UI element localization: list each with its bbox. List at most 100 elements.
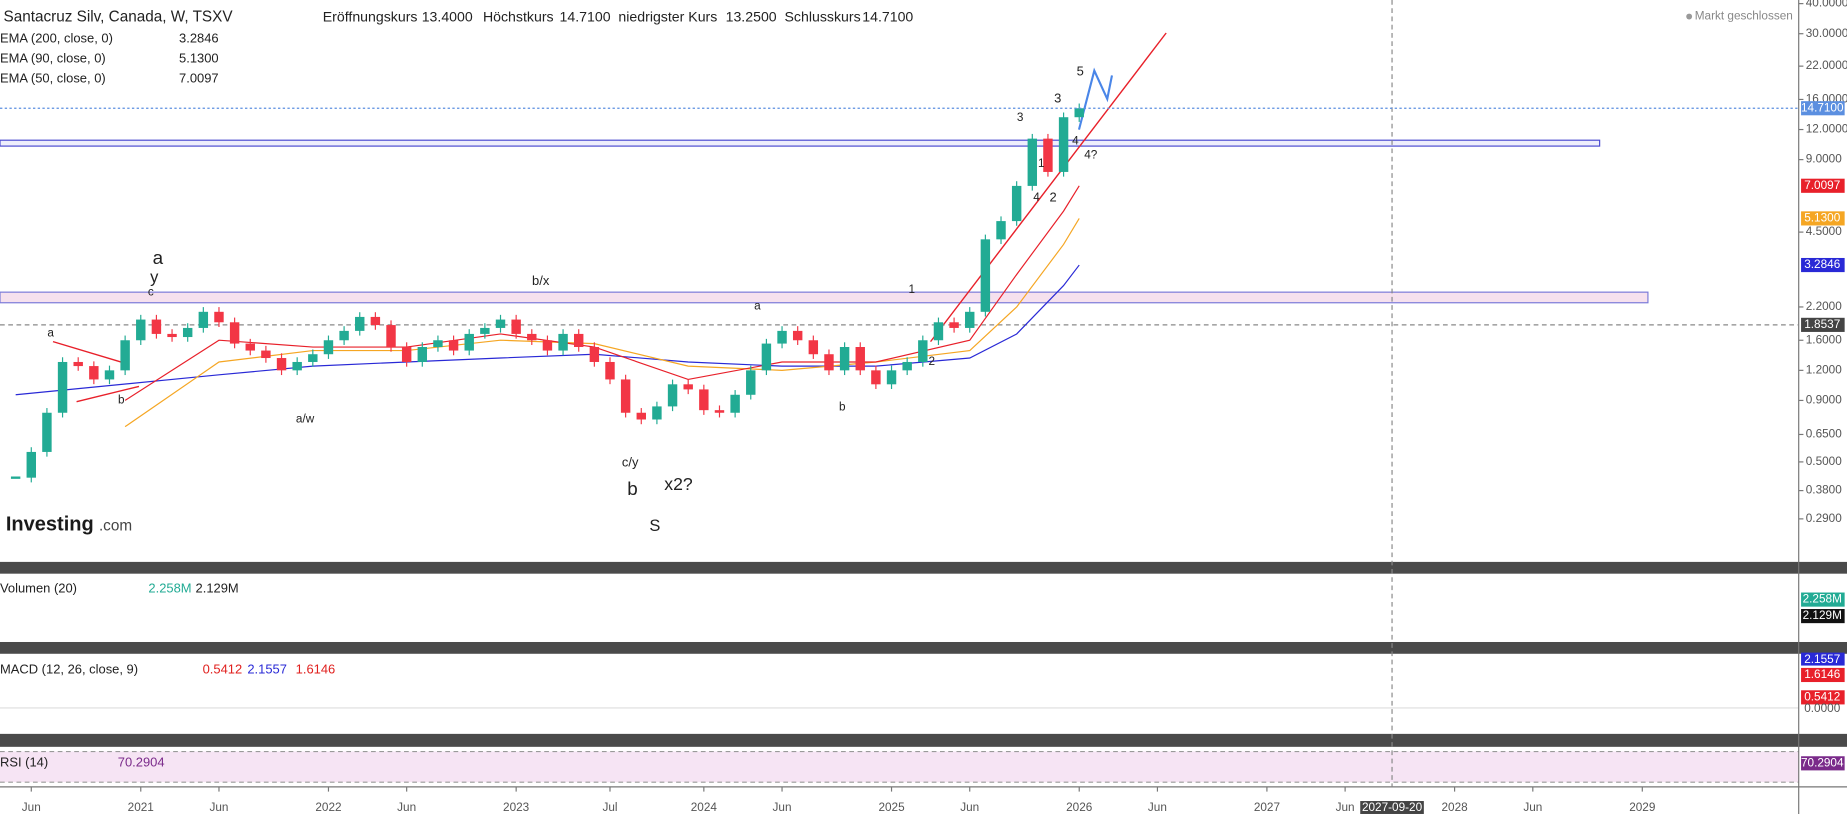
candle — [261, 350, 271, 359]
candle — [933, 322, 944, 341]
wave-label: 3 — [1017, 111, 1024, 124]
volume-value: 2.258M — [148, 580, 191, 595]
y-tick-label: 0.5000 — [1806, 455, 1842, 468]
label-box — [1801, 690, 1845, 705]
label-box — [1801, 211, 1845, 226]
label-box — [1801, 317, 1845, 332]
candle — [292, 361, 302, 371]
high-value: 14.7100 — [560, 8, 611, 24]
volume-title: Volumen (20) — [0, 580, 77, 595]
candle — [495, 319, 506, 328]
x-tick-label: 2025 — [878, 801, 905, 814]
macd-axis-tick: 0.0000 — [1804, 702, 1840, 715]
x-tick-label: 2028 — [1442, 801, 1469, 814]
candle — [777, 330, 787, 344]
volume-axis-label: 2.258M — [1803, 593, 1842, 606]
candle — [824, 354, 834, 371]
wave-label: b — [839, 401, 846, 414]
label-box — [1360, 801, 1424, 814]
candle — [527, 333, 537, 341]
candle — [26, 451, 36, 478]
wave-label: 4 — [1072, 134, 1079, 147]
close-value: 14.7100 — [862, 8, 913, 24]
y-tick-label: 12.0000 — [1806, 123, 1847, 136]
candle — [1058, 117, 1069, 172]
watermark: Investing — [6, 514, 94, 536]
candle — [417, 347, 428, 362]
indicator-value: 3.2846 — [179, 30, 219, 45]
candle — [136, 319, 146, 341]
x-tick-label: 2027 — [1254, 801, 1280, 814]
candle — [902, 361, 912, 371]
x-tick-label: Jul — [602, 801, 617, 814]
label-box — [1801, 652, 1845, 666]
crosshair-price-label: 1.8537 — [1804, 318, 1840, 331]
candle — [339, 330, 349, 341]
candle — [89, 366, 99, 380]
wave-label: a — [153, 247, 164, 268]
wave-label: 1 — [1038, 157, 1045, 170]
candle — [42, 412, 52, 452]
macd-axis-label: 2.1557 — [1804, 653, 1840, 666]
low-label: niedrigster Kurs — [618, 8, 717, 24]
wave-label: b — [627, 478, 637, 499]
candle — [355, 316, 365, 331]
rsi-title: RSI (14) — [0, 755, 48, 770]
candle — [574, 333, 584, 348]
candle — [652, 406, 662, 420]
candle — [448, 340, 459, 351]
candle — [620, 379, 631, 413]
candle — [1027, 138, 1038, 186]
candle — [871, 370, 881, 385]
x-tick-label: 2023 — [503, 801, 530, 814]
wave-label: a — [47, 326, 54, 339]
pane-separator — [0, 641, 1847, 654]
ema-axis-label: 3.2846 — [1804, 258, 1840, 271]
indicator-name: EMA (50, close, 0) — [0, 70, 106, 85]
crosshair-date-label: 2027-09-20 — [1362, 801, 1423, 814]
candle — [855, 347, 865, 371]
candle — [511, 319, 521, 334]
wave-label: 2 — [1049, 189, 1056, 204]
candle — [104, 370, 115, 380]
candle — [558, 333, 568, 351]
candle — [918, 340, 928, 362]
label-box — [1801, 101, 1845, 116]
macd-axis-label: 1.6146 — [1804, 668, 1840, 681]
label-box — [1801, 592, 1845, 607]
wave-label: 4? — [1084, 149, 1098, 162]
label-box — [1801, 756, 1845, 771]
candle — [57, 361, 68, 413]
x-tick-label: 2021 — [128, 801, 154, 814]
candle — [746, 370, 756, 395]
wave-label: c — [148, 285, 154, 298]
candle — [323, 340, 334, 355]
open-value: 13.4000 — [422, 8, 473, 24]
candle — [229, 322, 240, 344]
candle — [589, 347, 600, 362]
indicator-value: 7.0097 — [179, 70, 219, 85]
y-tick-label: 1.2000 — [1806, 363, 1842, 376]
status-dot — [1686, 13, 1693, 20]
candle — [730, 394, 740, 413]
candle — [401, 347, 412, 362]
ema-line — [124, 185, 1080, 401]
wave-label: b — [118, 394, 125, 407]
candle — [1074, 108, 1084, 118]
macd-histogram: 0.5412 — [203, 662, 243, 677]
y-tick-label: 22.0000 — [1806, 59, 1847, 72]
zone-upper — [0, 139, 1601, 147]
y-tick-label: 0.2900 — [1806, 512, 1842, 525]
x-tick-label: Jun — [773, 801, 792, 814]
y-tick-label: 9.0000 — [1806, 153, 1842, 166]
candle — [214, 311, 224, 323]
candle — [839, 347, 850, 371]
wave-label: 2 — [928, 355, 935, 368]
watermark-suffix: .com — [99, 518, 132, 535]
high-label: Höchstkurs — [483, 8, 554, 24]
trend-line — [930, 32, 1167, 343]
indicator-value: 5.1300 — [179, 50, 219, 65]
candle — [683, 384, 693, 390]
last-price-label: 14.7100 — [1801, 101, 1844, 114]
